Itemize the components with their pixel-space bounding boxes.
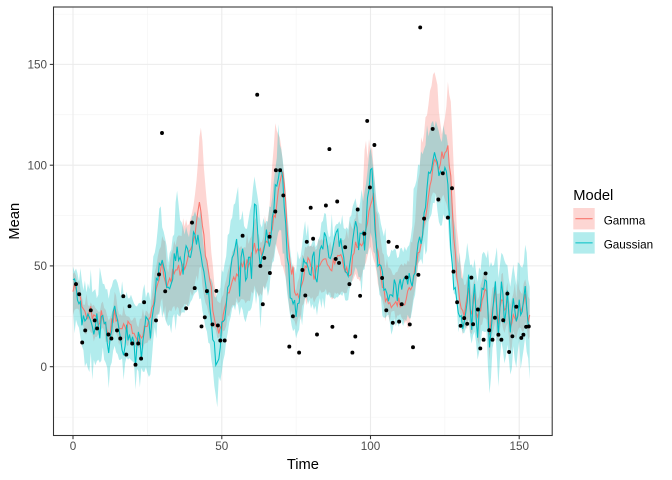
svg-text:150: 150 [27, 59, 47, 72]
svg-text:0: 0 [40, 361, 47, 374]
svg-text:Mean: Mean [7, 203, 23, 240]
svg-text:100: 100 [361, 440, 381, 453]
svg-text:Model: Model [573, 188, 613, 204]
svg-text:150: 150 [509, 440, 529, 453]
svg-text:0: 0 [70, 440, 77, 453]
svg-text:100: 100 [27, 159, 47, 172]
svg-text:Gaussian: Gaussian [604, 239, 653, 252]
svg-text:Time: Time [287, 457, 319, 473]
svg-text:Gamma: Gamma [604, 214, 646, 227]
svg-text:50: 50 [34, 260, 48, 273]
svg-text:50: 50 [215, 440, 229, 453]
